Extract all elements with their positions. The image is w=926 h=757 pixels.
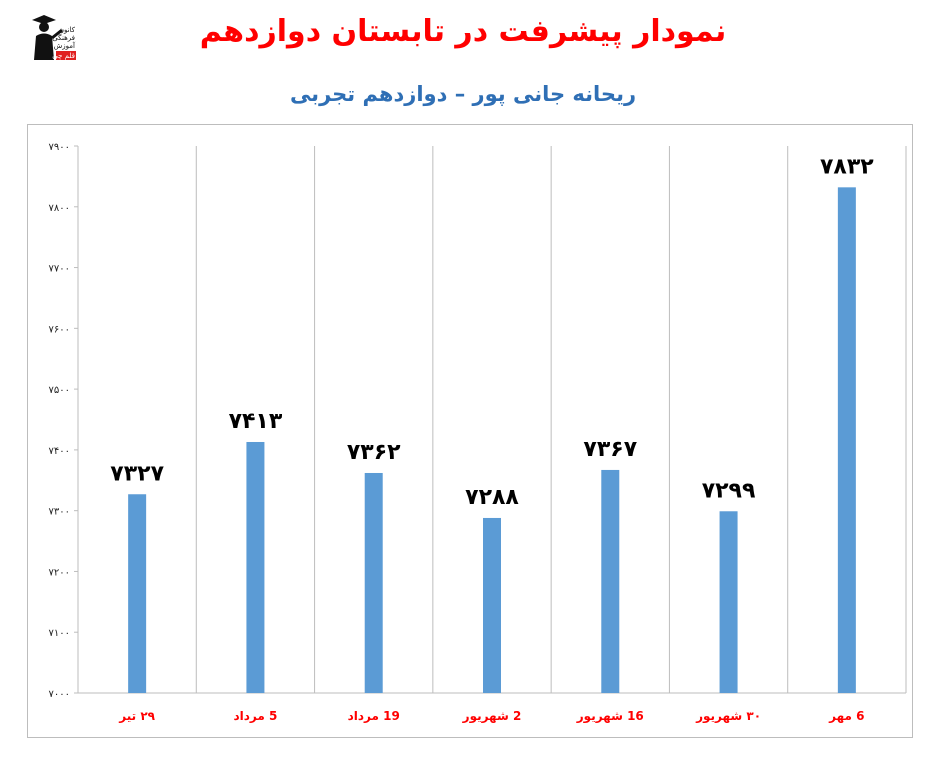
data-label: ۷۲۸۸ <box>465 485 519 510</box>
chart-canvas: ۷۰۰۰ ۷۱۰۰ ۷۲۰۰ ۷۳۰۰ ۷۴۰۰ ۷۵۰۰ ۷۶۰۰ ۷۷۰۰ ۷۸۰۰ ۷۹۰۰… <box>49 142 907 724</box>
page-subtitle: ریحانه جانی پور – دوازدهم تجربی <box>289 82 637 106</box>
logo: کانون فرهنگی آموزش قلم چی <box>28 10 78 62</box>
x-tick-label: 6 مهر <box>828 709 864 723</box>
y-tick-label: ۷۵۰۰ <box>49 385 70 396</box>
bar <box>483 517 501 693</box>
bar <box>601 469 620 693</box>
data-label: ۷۴۱۳ <box>229 409 283 434</box>
bar <box>246 441 265 693</box>
logo-text-line: فرهنگی <box>52 33 75 42</box>
logo-text-line: آموزش <box>54 41 76 50</box>
x-tick-label: 16 شهریور <box>576 709 644 724</box>
x-tick-label: 19 مرداد <box>348 709 400 723</box>
bar <box>128 494 147 693</box>
y-tick-label: ۷۱۰۰ <box>49 628 70 639</box>
y-tick-label: ۷۶۰۰ <box>49 324 70 335</box>
page-title: نمودار پیشرفت در تابستان دوازدهم <box>199 14 727 49</box>
y-tick-label: ۷۷۰۰ <box>49 264 70 275</box>
bar <box>719 511 738 693</box>
data-label: ۷۳۲۷ <box>110 461 164 486</box>
bar <box>364 472 383 693</box>
graduate-logo-icon: کانون فرهنگی آموزش قلم چی <box>28 10 78 62</box>
x-tick-label: ۳۰ شهریور <box>695 709 761 724</box>
y-tick-label: ۷۲۰۰ <box>49 567 70 578</box>
y-tick-label: ۷۳۰۰ <box>49 507 70 518</box>
bar-chart: ۷۰۰۰ ۷۱۰۰ ۷۲۰۰ ۷۳۰۰ ۷۴۰۰ ۷۵۰۰ ۷۶۰۰ ۷۷۰۰ ۷۸۰۰ ۷۹۰۰… <box>27 124 913 738</box>
data-label: ۷۲۹۹ <box>702 478 756 503</box>
data-label: ۷۳۶۷ <box>583 437 637 462</box>
data-label: ۷۳۶۲ <box>347 440 401 465</box>
data-label: ۷۸۳۲ <box>820 154 874 179</box>
x-tick-label: 5 مرداد <box>233 709 277 723</box>
bar <box>837 187 856 693</box>
y-tick-label: ۷۰۰۰ <box>49 689 70 700</box>
y-tick-label: ۷۹۰۰ <box>49 142 70 153</box>
logo-text-line: قلم چی <box>52 52 75 60</box>
y-tick-label: ۷۴۰۰ <box>49 446 70 457</box>
logo-text-line: کانون <box>59 26 76 34</box>
x-tick-label: 2 شهریور <box>462 709 522 724</box>
y-tick-label: ۷۸۰۰ <box>49 203 70 214</box>
x-tick-label: ۲۹ تیر <box>118 709 155 723</box>
